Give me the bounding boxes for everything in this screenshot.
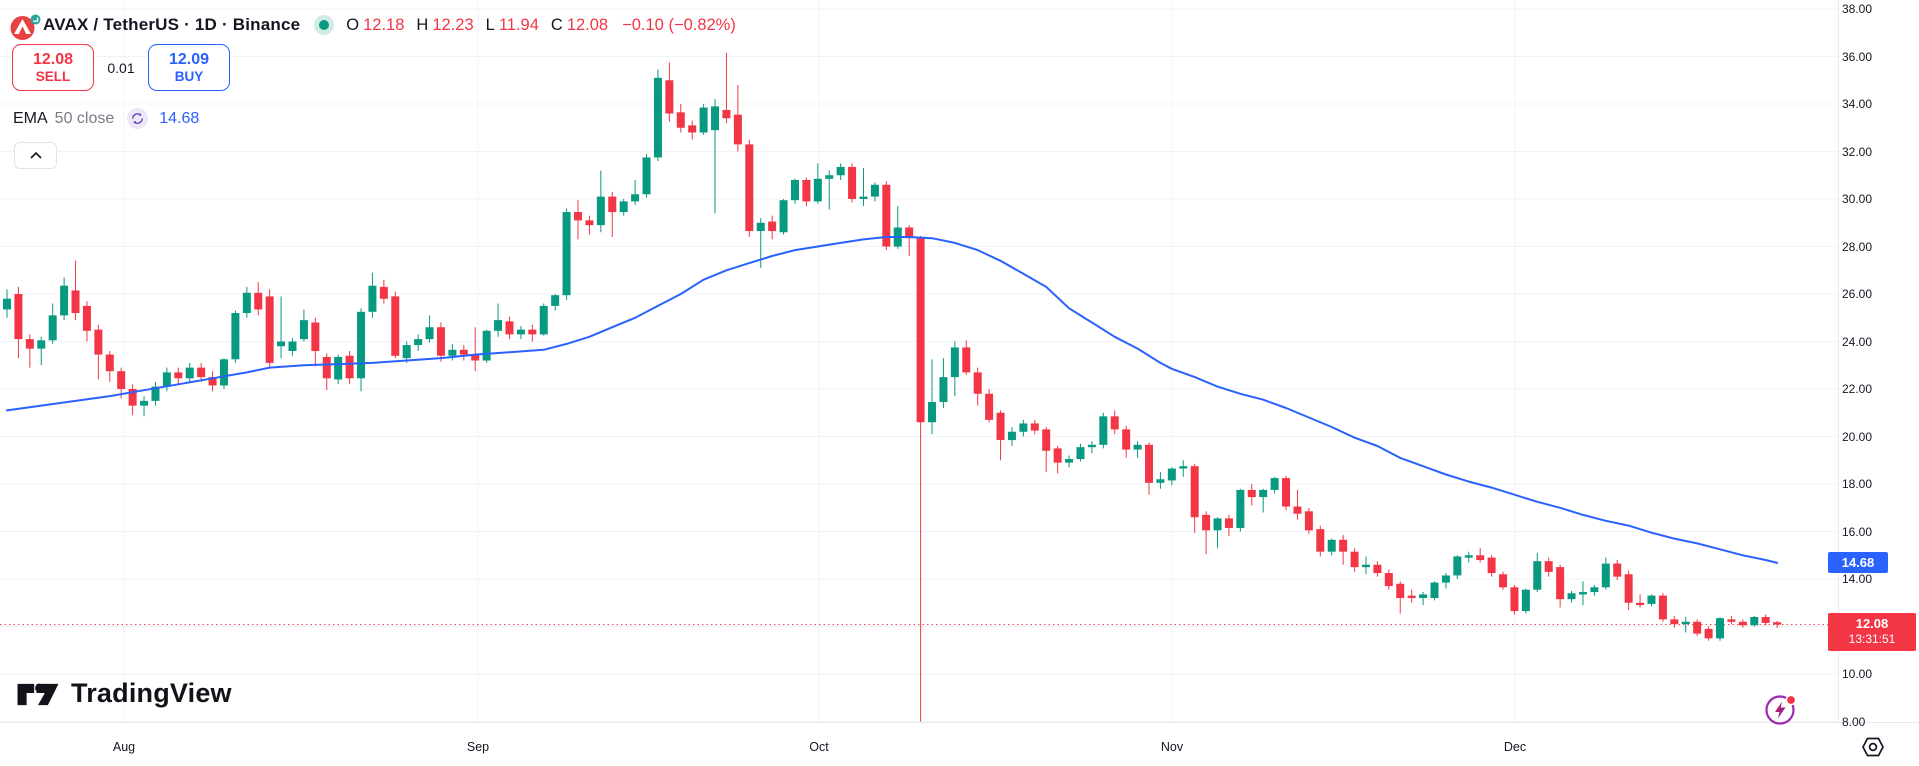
price-axis-label: 24.00 — [1842, 334, 1873, 349]
ohlc-values: O 12.18 H 12.23 L 11.94 C 12.08 −0.10 (−… — [346, 16, 736, 35]
last-price-value: 12.08 — [1855, 615, 1889, 631]
price-axis-label: 26.00 — [1842, 287, 1873, 301]
time-axis-label: Oct — [809, 740, 829, 754]
price-axis-label: 8.00 — [1842, 714, 1866, 729]
open-value: 12.18 — [363, 15, 405, 34]
symbol-legend[interactable]: AVAX / TetherUS · 1D · Binance O 12.18 H… — [10, 10, 736, 40]
time-axis-label: Dec — [1503, 740, 1527, 754]
market-status-icon[interactable] — [314, 15, 335, 35]
price-axis-label: 18.00 — [1842, 477, 1873, 491]
time-axis-border — [0, 722, 1919, 723]
price-axis-border — [1838, 0, 1839, 722]
price-axis-label: 28.00 — [1842, 239, 1873, 254]
collapse-legend-button[interactable] — [14, 142, 57, 169]
chevron-up-icon — [29, 151, 42, 159]
tradingview-logo-icon — [17, 683, 59, 706]
price-axis-label: 36.00 — [1842, 49, 1873, 64]
indicator-legend[interactable]: EMA 50 close 14.68 — [13, 108, 199, 129]
time-axis-label: Nov — [1160, 740, 1184, 754]
spread-value: 0.01 — [107, 59, 135, 76]
price-scale-settings-icon[interactable] — [1861, 735, 1885, 759]
indicator-value: 14.68 — [159, 109, 200, 127]
avax-logo-icon — [10, 13, 41, 40]
buy-label: BUY — [174, 68, 204, 84]
last-price-tag: 12.08 13:31:51 — [1828, 612, 1916, 651]
sell-price: 12.08 — [32, 50, 74, 68]
price-axis-label: 16.00 — [1842, 524, 1873, 539]
price-axis-label: 14.00 — [1842, 572, 1873, 586]
symbol-title[interactable]: AVAX / TetherUS · 1D · Binance — [43, 15, 301, 34]
indicator-params: 50 close — [54, 109, 115, 127]
time-axis-label: Sep — [466, 740, 490, 754]
sell-label: SELL — [35, 68, 71, 84]
price-axis-label: 38.00 — [1842, 2, 1873, 16]
boost-button[interactable] — [1763, 691, 1797, 725]
high-label: H — [416, 15, 429, 34]
indicator-loading-icon — [127, 108, 149, 129]
time-axis-label: Aug — [112, 740, 136, 754]
close-label: C — [550, 15, 563, 34]
buy-price: 12.09 — [168, 50, 210, 68]
bar-countdown: 13:31:51 — [1848, 631, 1896, 646]
lightning-icon — [1765, 694, 1797, 725]
indicator-name: EMA — [13, 109, 48, 127]
price-axis-label: 10.00 — [1842, 667, 1873, 681]
price-axis-label: 20.00 — [1842, 429, 1873, 444]
tradingview-logo[interactable]: TradingView — [16, 677, 232, 709]
buy-button[interactable]: 12.09 BUY — [148, 44, 230, 91]
high-value: 12.23 — [432, 15, 474, 34]
trade-panel: 12.08 SELL 0.01 12.09 BUY — [12, 44, 230, 91]
low-label: L — [485, 15, 495, 34]
price-axis-label: 22.00 — [1842, 382, 1873, 396]
open-label: O — [346, 15, 360, 34]
price-axis-label: 32.00 — [1842, 144, 1873, 159]
ema-price-tag: 14.68 — [1828, 552, 1888, 574]
close-value: 12.08 — [566, 15, 609, 34]
price-axis-label: 34.00 — [1842, 97, 1873, 111]
tradingview-logo-text: TradingView — [71, 677, 232, 708]
sell-button[interactable]: 12.08 SELL — [12, 44, 94, 91]
low-value: 11.94 — [498, 15, 539, 34]
change-value: −0.10 (−0.82%) — [622, 15, 736, 34]
price-axis-label: 30.00 — [1842, 192, 1873, 206]
